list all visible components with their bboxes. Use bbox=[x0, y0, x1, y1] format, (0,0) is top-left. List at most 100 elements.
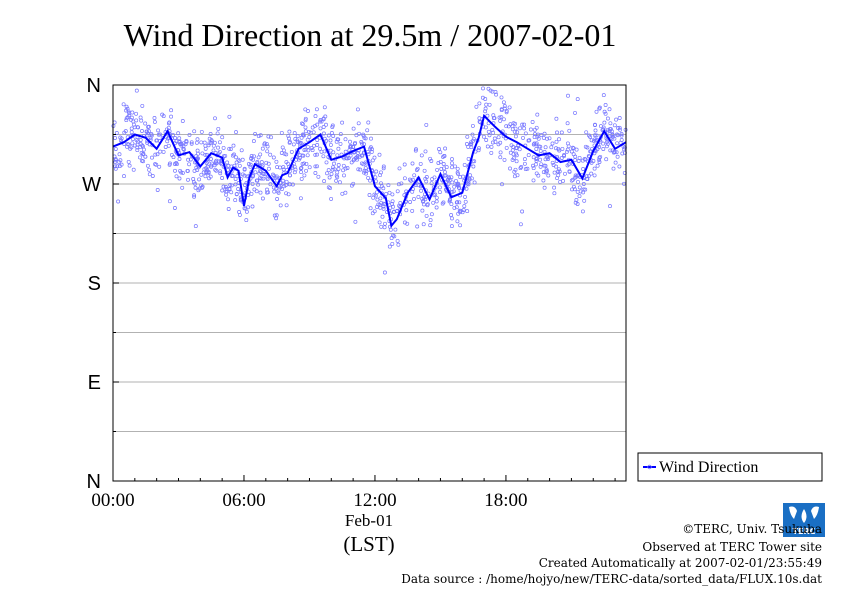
data-point bbox=[138, 138, 143, 142]
data-point bbox=[231, 143, 236, 148]
data-point bbox=[291, 142, 296, 147]
data-point bbox=[551, 163, 556, 167]
data-point bbox=[278, 203, 283, 208]
data-point bbox=[597, 155, 602, 160]
data-point bbox=[161, 149, 166, 154]
data-point bbox=[229, 183, 234, 188]
data-point bbox=[302, 173, 307, 178]
data-point bbox=[514, 151, 519, 156]
data-point bbox=[614, 117, 619, 122]
data-point bbox=[199, 140, 204, 145]
data-point bbox=[129, 130, 134, 135]
data-point bbox=[513, 134, 518, 139]
data-point bbox=[382, 225, 387, 230]
data-point bbox=[134, 88, 139, 93]
data-point bbox=[555, 176, 560, 181]
data-point bbox=[412, 173, 417, 178]
data-point bbox=[230, 153, 235, 158]
data-point bbox=[315, 164, 319, 169]
data-point bbox=[313, 171, 318, 175]
data-point bbox=[234, 160, 239, 165]
data-point bbox=[152, 116, 157, 120]
data-point bbox=[332, 161, 336, 166]
data-point bbox=[534, 157, 539, 161]
data-point bbox=[410, 208, 415, 213]
data-point bbox=[148, 137, 153, 142]
data-point bbox=[281, 178, 285, 183]
data-point bbox=[113, 147, 118, 151]
data-point bbox=[351, 181, 356, 186]
data-point bbox=[452, 205, 457, 210]
data-point bbox=[429, 212, 434, 217]
data-point bbox=[534, 147, 539, 151]
data-point bbox=[395, 189, 400, 194]
data-point bbox=[227, 186, 232, 191]
data-point bbox=[278, 185, 283, 190]
footer-observed: Observed at TERC Tower site bbox=[642, 540, 822, 554]
data-point bbox=[181, 146, 186, 151]
data-point bbox=[129, 126, 134, 131]
data-point bbox=[130, 141, 135, 146]
data-point bbox=[363, 166, 368, 171]
data-point bbox=[199, 183, 204, 188]
data-point bbox=[253, 132, 258, 136]
data-point bbox=[342, 173, 346, 178]
data-point bbox=[372, 209, 377, 214]
data-point bbox=[275, 189, 280, 194]
data-point bbox=[303, 129, 308, 134]
data-point bbox=[531, 166, 536, 171]
data-point bbox=[301, 132, 305, 137]
data-point bbox=[203, 152, 208, 157]
data-point bbox=[534, 141, 539, 146]
data-point bbox=[461, 174, 465, 179]
data-point bbox=[284, 203, 289, 208]
data-point bbox=[586, 173, 591, 178]
data-point bbox=[374, 190, 379, 195]
data-point bbox=[307, 165, 312, 170]
data-point bbox=[295, 138, 300, 143]
data-point bbox=[140, 129, 144, 133]
data-point bbox=[240, 172, 245, 177]
data-point bbox=[197, 186, 202, 191]
data-point bbox=[543, 163, 548, 168]
data-point bbox=[331, 150, 336, 155]
data-point bbox=[620, 151, 625, 156]
data-point bbox=[366, 120, 371, 125]
data-point bbox=[131, 119, 136, 124]
data-point bbox=[575, 97, 580, 102]
data-point bbox=[139, 118, 144, 123]
data-point bbox=[608, 127, 612, 132]
data-point bbox=[244, 218, 249, 223]
data-point bbox=[573, 110, 577, 115]
data-point bbox=[116, 199, 121, 204]
data-point bbox=[141, 151, 146, 156]
data-point bbox=[262, 142, 267, 147]
data-point bbox=[113, 136, 117, 140]
data-point bbox=[144, 129, 149, 134]
data-point bbox=[266, 134, 271, 139]
data-point bbox=[519, 165, 524, 169]
data-point bbox=[446, 177, 451, 182]
data-point bbox=[139, 151, 144, 155]
data-point bbox=[577, 155, 582, 160]
data-point bbox=[488, 88, 493, 93]
data-point bbox=[180, 170, 185, 175]
data-point bbox=[200, 185, 205, 190]
data-point bbox=[491, 113, 496, 118]
data-point bbox=[361, 133, 366, 138]
data-point bbox=[514, 159, 519, 164]
data-point bbox=[146, 125, 151, 129]
legend-swatch-point bbox=[647, 464, 652, 470]
data-point bbox=[166, 125, 171, 130]
data-point bbox=[522, 126, 527, 131]
data-point bbox=[423, 149, 428, 154]
data-point bbox=[178, 142, 183, 146]
data-point bbox=[583, 187, 588, 192]
x-axis-unit-label: (LST) bbox=[343, 532, 394, 556]
data-point bbox=[274, 175, 278, 180]
data-point bbox=[464, 142, 469, 146]
data-point bbox=[268, 152, 273, 157]
legend-box bbox=[637, 452, 823, 482]
data-point bbox=[552, 185, 557, 190]
data-point bbox=[485, 113, 490, 118]
